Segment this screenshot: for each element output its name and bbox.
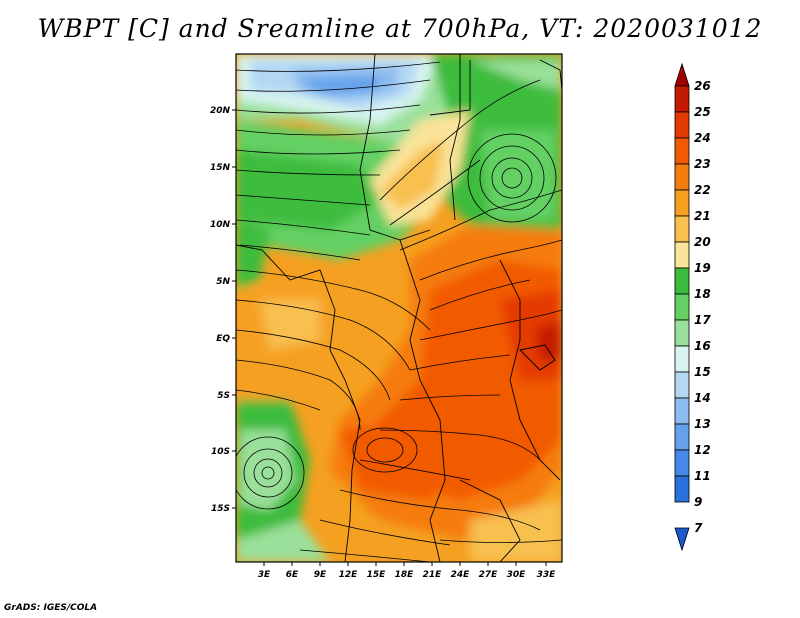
colorbar-label: 25 bbox=[694, 105, 711, 119]
lat-axis bbox=[232, 109, 236, 509]
lat-label-10s: 10S bbox=[211, 447, 230, 457]
colorbar-label: 24 bbox=[694, 131, 711, 145]
colorbar-swatch bbox=[674, 423, 690, 451]
colorbar-swatch bbox=[674, 85, 690, 113]
lon-label-30e: 30E bbox=[507, 570, 527, 580]
lat-label-20n: 20N bbox=[210, 106, 231, 116]
colorbar-swatch bbox=[674, 475, 690, 503]
colorbar-swatch bbox=[674, 189, 690, 217]
colorbar-swatch bbox=[674, 215, 690, 243]
country-borders bbox=[236, 54, 562, 562]
colorbar-label: 7 bbox=[694, 521, 703, 535]
colorbar-swatch bbox=[674, 527, 690, 552]
colorbar-label: 13 bbox=[694, 417, 711, 431]
colorbar-label: 21 bbox=[694, 209, 711, 223]
colorbar-label: 11 bbox=[694, 469, 711, 483]
colorbar-swatch bbox=[674, 163, 690, 191]
lon-label-6e: 6E bbox=[286, 570, 299, 580]
lon-label-18e: 18E bbox=[395, 570, 415, 580]
lat-label-15n: 15N bbox=[210, 163, 231, 173]
lon-label-12e: 12E bbox=[339, 570, 359, 580]
colorbar-label: 23 bbox=[694, 157, 711, 171]
lon-label-33e: 33E bbox=[537, 570, 557, 580]
lon-label-15e: 15E bbox=[367, 570, 387, 580]
colorbar-label: 12 bbox=[694, 443, 711, 457]
colorbar-label: 9 bbox=[694, 495, 702, 509]
lon-label-3e: 3E bbox=[258, 570, 271, 580]
colorbar-label: 20 bbox=[694, 235, 711, 249]
streamlines bbox=[236, 61, 562, 562]
colorbar-swatch bbox=[674, 397, 690, 425]
colorbar-label: 26 bbox=[694, 79, 711, 93]
colorbar-swatch bbox=[674, 319, 690, 347]
colorbar-label: 17 bbox=[694, 313, 711, 327]
colorbar-swatch bbox=[674, 449, 690, 477]
colorbar-label: 14 bbox=[694, 391, 711, 405]
colorbar-swatch bbox=[674, 371, 690, 399]
lon-label-27e: 27E bbox=[479, 570, 499, 580]
lat-label-15s: 15S bbox=[211, 504, 230, 514]
colorbar: 26 25 24 23 22 21 20 19 18 17 16 15 14 13 12 11 9 7 bbox=[674, 62, 711, 552]
lat-label-5s: 5S bbox=[217, 391, 230, 401]
colorbar-label: 16 bbox=[694, 339, 711, 353]
colorbar-swatch bbox=[674, 241, 690, 269]
colorbar-swatch bbox=[674, 62, 690, 87]
colorbar-swatch bbox=[674, 111, 690, 139]
colorbar-swatch bbox=[674, 137, 690, 165]
colorbar-label: 18 bbox=[694, 287, 711, 301]
lon-axis bbox=[263, 562, 547, 566]
colorbar-label: 15 bbox=[694, 365, 711, 379]
lat-label-5n: 5N bbox=[216, 277, 230, 287]
lon-label-24e: 24E bbox=[451, 570, 471, 580]
colorbar-swatch bbox=[674, 267, 690, 295]
lon-label-9e: 9E bbox=[314, 570, 327, 580]
map-title: WBPT [C] and Sreamline at 700hPa, VT: 20… bbox=[37, 14, 763, 43]
lat-label-eq: EQ bbox=[216, 334, 230, 344]
lat-label-10n: 10N bbox=[210, 220, 231, 230]
colorbar-label: 19 bbox=[694, 261, 711, 275]
colorbar-swatch bbox=[674, 293, 690, 321]
colorbar-label: 22 bbox=[694, 183, 711, 197]
lon-label-21e: 21E bbox=[423, 570, 443, 580]
grads-credit: GrADS: IGES/COLA bbox=[4, 603, 98, 613]
wbpt-shading bbox=[236, 54, 562, 562]
colorbar-swatch bbox=[674, 345, 690, 373]
map-frame bbox=[235, 53, 563, 563]
